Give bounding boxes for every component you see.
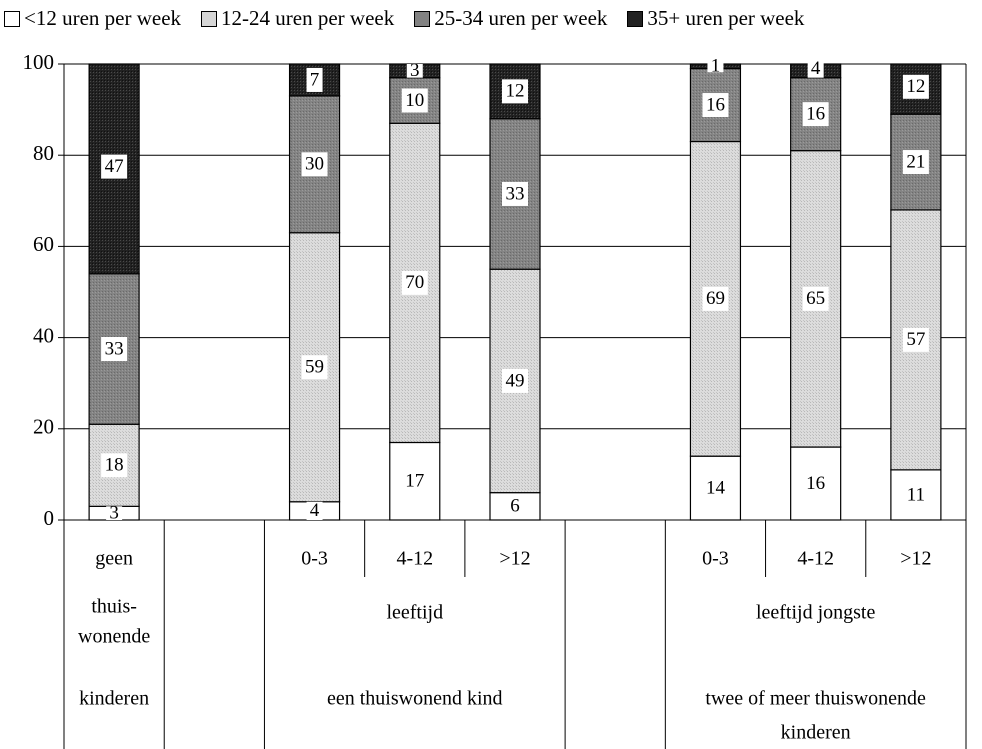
legend-item-lt12: <12 uren per week: [4, 6, 181, 31]
data-label-bg: [301, 152, 328, 177]
data-label-bg: [802, 471, 829, 496]
data-label-bg: [401, 469, 428, 494]
group-label: thuis-: [91, 596, 137, 618]
data-label: 3: [109, 503, 119, 524]
group-label: kinderen: [781, 722, 851, 744]
data-label-bg: [502, 79, 528, 104]
bar-segment: [489, 63, 541, 120]
data-label: 16: [806, 104, 825, 125]
data-label-bg: [301, 355, 328, 380]
data-label: 18: [105, 455, 124, 476]
data-label-bg: [902, 74, 929, 99]
data-label: 16: [806, 473, 825, 494]
data-label-bg: [101, 154, 128, 179]
chart-legend: <12 uren per week 12-24 uren per week 25…: [4, 6, 804, 31]
data-label: 11: [907, 484, 925, 505]
data-label: 10: [405, 90, 424, 111]
data-label-bg: [306, 501, 323, 520]
y-tick-label: 100: [23, 50, 55, 74]
y-tick-label: 80: [33, 141, 54, 165]
data-label: 6: [510, 496, 520, 517]
data-label: 12: [506, 81, 525, 102]
group-label: wonende: [78, 626, 150, 648]
group-label: leeftijd: [386, 602, 443, 624]
y-tick-label: 40: [33, 323, 54, 347]
data-label: 4: [310, 500, 320, 521]
data-label: 69: [706, 288, 725, 309]
data-label-bg: [702, 93, 729, 118]
data-label-bg: [507, 494, 523, 519]
x-category-label: 0-3: [702, 548, 729, 570]
data-label: 47: [105, 156, 124, 177]
data-label: 21: [906, 151, 925, 172]
legend-swatch-lt12: [4, 10, 20, 27]
data-label: 17: [405, 471, 424, 492]
data-label: 14: [706, 477, 726, 498]
legend-swatch-35plus: [627, 10, 644, 27]
legend-label-25-34: 25-34 uren per week: [434, 6, 608, 30]
data-label-bg: [306, 67, 323, 92]
data-label-bg: [707, 60, 724, 73]
data-label: 49: [506, 370, 525, 391]
data-label: 7: [310, 69, 320, 90]
data-label: 30: [305, 154, 324, 175]
legend-item-25-34: 25-34 uren per week: [414, 6, 607, 31]
legend-swatch-12-24: [201, 10, 218, 27]
data-label-bg: [802, 286, 829, 311]
legend-item-35plus: 35+ uren per week: [627, 6, 804, 31]
data-label: 70: [405, 272, 424, 293]
data-label-bg: [902, 482, 929, 507]
x-category-label: 0-3: [301, 548, 328, 570]
x-category-label: >12: [499, 548, 530, 570]
data-label-bg: [502, 368, 528, 393]
x-category-label: >12: [900, 548, 931, 570]
x-category-label: 4-12: [797, 548, 834, 570]
data-label-bg: [101, 337, 128, 361]
data-label: 33: [506, 183, 525, 204]
data-label-bg: [802, 102, 829, 127]
data-label-bg: [106, 506, 123, 520]
data-label-bg: [702, 476, 729, 501]
legend-item-12-24: 12-24 uren per week: [201, 6, 394, 31]
data-label-bg: [902, 150, 929, 175]
data-label: 1: [711, 56, 721, 77]
data-label-bg: [101, 453, 128, 478]
legend-label-35plus: 35+ uren per week: [647, 6, 805, 30]
group-label: een thuiswonend kind: [327, 688, 503, 710]
data-label: 33: [105, 338, 124, 359]
data-label: 57: [906, 329, 925, 350]
data-label-bg: [902, 327, 929, 352]
legend-label-lt12: <12 uren per week: [24, 6, 182, 30]
x-category-label: 4-12: [396, 548, 433, 570]
data-label-bg: [401, 88, 428, 113]
data-label-bg: [807, 59, 824, 78]
data-label: 12: [906, 76, 925, 97]
data-label: 4: [811, 58, 821, 79]
y-tick-label: 0: [44, 506, 55, 530]
data-label-bg: [702, 286, 729, 311]
data-label: 3: [410, 60, 420, 81]
y-tick-label: 20: [33, 415, 54, 439]
group-label: kinderen: [79, 688, 149, 710]
data-label-bg: [502, 181, 528, 206]
data-label: 65: [806, 288, 825, 309]
y-tick-label: 60: [33, 232, 54, 256]
legend-swatch-25-34: [414, 10, 431, 27]
data-label: 59: [305, 357, 324, 378]
data-label: 16: [706, 94, 725, 115]
data-label-bg: [401, 270, 428, 295]
legend-label-12-24: 12-24 uren per week: [221, 6, 395, 30]
group-label: twee of meer thuiswonende: [705, 688, 926, 710]
group-label: leeftijd jongste: [756, 602, 876, 624]
x-category-label: geen: [95, 548, 133, 570]
data-label-bg: [406, 64, 423, 78]
